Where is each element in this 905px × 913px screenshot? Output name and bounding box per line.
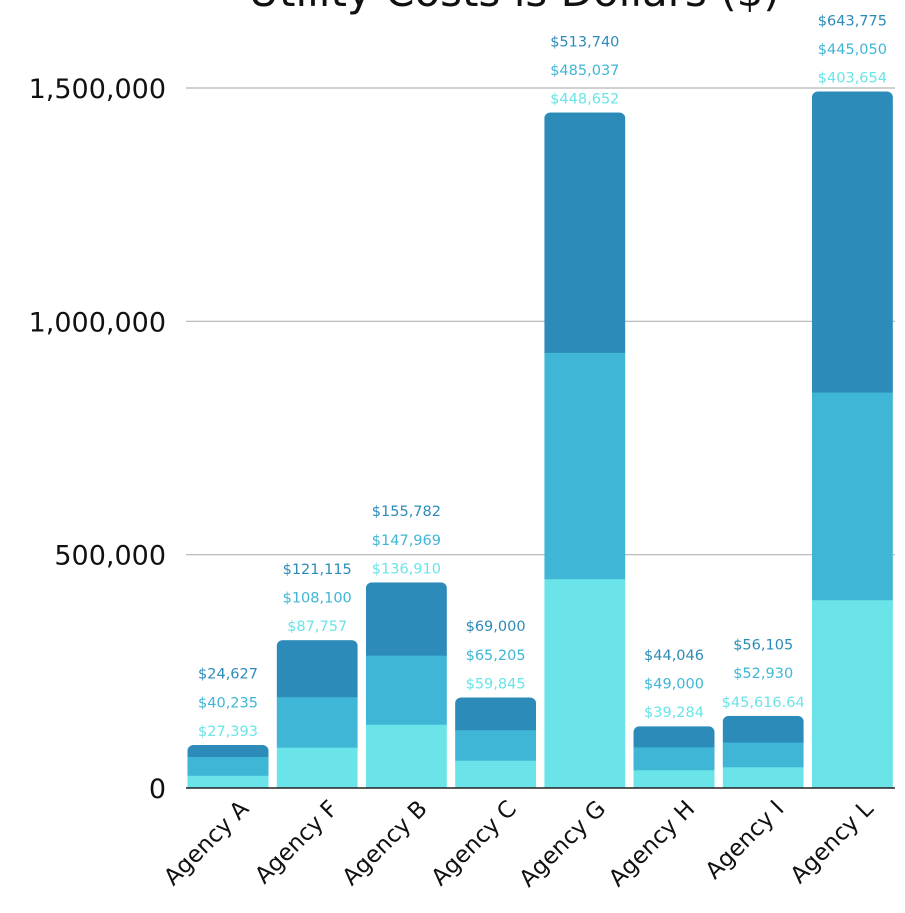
value-label: $513,740	[550, 34, 619, 50]
gridlines	[186, 87, 895, 556]
value-label: $155,782	[372, 504, 441, 520]
bar-segment	[276, 696, 358, 748]
value-label: $24,627	[198, 667, 258, 683]
x-tick-label: Agency H	[604, 796, 700, 892]
bar-segment	[544, 352, 626, 580]
bar-stack	[365, 582, 447, 788]
y-axis-ticks: 0 500,000 1,000,000 1,500,000	[29, 74, 166, 805]
value-label: $52,930	[733, 666, 793, 682]
value-label: $39,284	[644, 705, 704, 721]
bar-stack	[276, 640, 358, 788]
value-label: $40,235	[198, 695, 258, 711]
x-tick-label: Agency L	[786, 796, 879, 889]
bar-segment	[544, 112, 626, 353]
bar-segment	[455, 697, 537, 731]
y-tick-label: 500,000	[54, 541, 166, 572]
value-label: $27,393	[198, 724, 258, 740]
bar-segment	[455, 760, 537, 788]
value-label: $448,652	[550, 92, 619, 108]
bar-segment	[633, 726, 715, 748]
value-label: $44,046	[644, 648, 704, 664]
bar-segment	[633, 769, 715, 788]
bar-stack	[187, 744, 269, 788]
bars	[187, 91, 893, 788]
bar-segment	[811, 391, 893, 601]
bar-segment	[365, 582, 447, 656]
bar-segment	[811, 599, 893, 788]
x-tick-label: Agency C	[427, 796, 522, 891]
bar-segment	[276, 747, 358, 788]
bar-segment	[811, 91, 893, 393]
value-label: $136,910	[372, 561, 441, 577]
bar-segment	[722, 742, 804, 768]
value-label: $445,050	[818, 42, 887, 58]
value-label: $69,000	[466, 619, 526, 635]
bar-segment	[276, 640, 358, 698]
x-tick-label: Agency B	[338, 796, 433, 891]
value-label: $45,616.64	[722, 695, 805, 711]
x-tick-label: Agency A	[159, 796, 254, 891]
bar-segment	[455, 729, 537, 761]
value-labels: $27,393 $40,235 $24,627 $87,757 $108,100 $121…	[198, 13, 887, 740]
value-label: $56,105	[733, 638, 793, 654]
chart-title: Utility Costs is Dollars ($)	[248, 0, 780, 16]
bar-segment	[722, 715, 804, 743]
y-tick-label: 1,000,000	[29, 307, 166, 338]
value-label: $403,654	[818, 71, 887, 87]
bar-stack	[544, 112, 626, 788]
bar-segment	[187, 756, 269, 776]
value-label: $65,205	[466, 648, 526, 664]
value-label: $485,037	[550, 63, 619, 79]
bar-segment	[365, 724, 447, 788]
bar-stack	[455, 697, 537, 788]
bar-segment	[633, 746, 715, 771]
value-label: $87,757	[287, 619, 347, 635]
value-label: $121,115	[283, 562, 352, 578]
bar-stack	[811, 91, 893, 788]
bar-stack	[633, 726, 715, 788]
x-tick-label: Agency G	[515, 796, 611, 892]
x-tick-label: Agency F	[250, 796, 343, 889]
y-tick-label: 0	[149, 774, 166, 805]
value-label: $59,845	[466, 676, 526, 692]
x-tick-label: Agency I	[701, 796, 790, 885]
value-label: $643,775	[818, 13, 887, 29]
value-label: $147,969	[372, 533, 441, 549]
bar-segment	[544, 578, 626, 788]
bar-segment	[722, 766, 804, 788]
value-label: $49,000	[644, 677, 704, 693]
bar-segment	[187, 744, 269, 758]
bar-segment	[187, 775, 269, 788]
bar-stack	[722, 715, 804, 788]
y-tick-label: 1,500,000	[29, 74, 166, 105]
value-label: $108,100	[283, 590, 352, 606]
bar-segment	[365, 655, 447, 725]
